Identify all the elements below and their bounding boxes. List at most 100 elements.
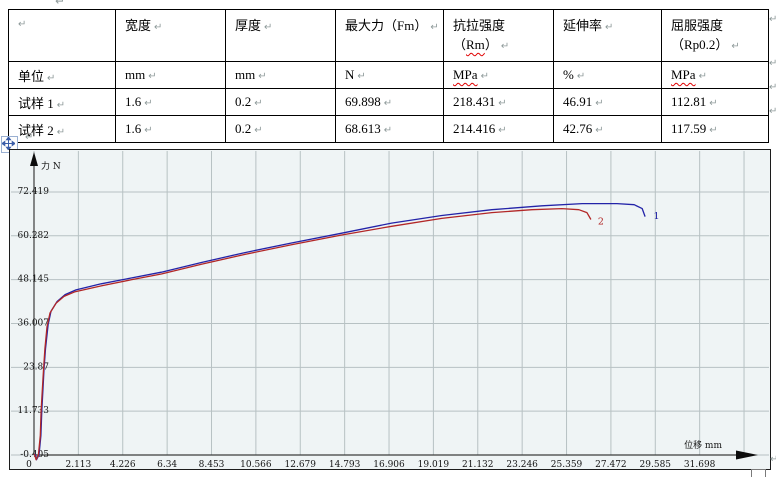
- unit-value: mm: [125, 67, 146, 82]
- curve-specimen-1: [34, 202, 646, 461]
- cell-end-mark: ↵: [498, 98, 507, 109]
- value-cell[interactable]: 68.613 ↵: [335, 115, 444, 143]
- value-cell[interactable]: 42.76 ↵: [553, 115, 662, 143]
- value-cell[interactable]: 0.2 ↵: [225, 88, 336, 116]
- value-cell[interactable]: 46.91 ↵: [553, 88, 662, 116]
- value-cell[interactable]: 214.416 ↵: [443, 115, 554, 143]
- paren: （: [453, 37, 467, 52]
- x-tick-label: 2.113: [65, 460, 91, 469]
- cell-end-mark: ↵: [56, 126, 66, 138]
- unit-value: %: [563, 67, 574, 82]
- y-axis-title: 力 N: [41, 160, 61, 172]
- unit-value: MPa: [453, 67, 478, 82]
- cell-end-mark: ↵: [254, 125, 263, 136]
- table-header-row: ↵ 宽度 ↵ 厚度 ↵ 最大力（Fm） ↵ 抗拉强度 （Rm） ↵ 延伸率 ↵ 屈服强度 …: [8, 9, 769, 62]
- x-tick-label: 23.246: [506, 460, 538, 469]
- paragraph-mark: ↵: [25, 132, 34, 143]
- cell-value: 0.2: [235, 121, 252, 136]
- header-cell-elongation[interactable]: 延伸率 ↵: [553, 9, 662, 62]
- y-tick-label: 11.733: [18, 406, 50, 416]
- cell-value: 117.59: [671, 121, 707, 136]
- y-tick-label: 60.282: [18, 231, 50, 241]
- row-end-mark: ↵: [769, 14, 776, 25]
- x-tick-label: 16.906: [373, 460, 405, 469]
- unit-cell-thickness[interactable]: mm ↵: [225, 61, 336, 89]
- cell-value: 112.81: [671, 94, 707, 109]
- unit-value: N: [345, 67, 355, 82]
- unit-cell-yield[interactable]: MPa ↵: [661, 61, 769, 89]
- row-label-cell[interactable]: 试样 1 ↵: [8, 88, 116, 116]
- value-cell[interactable]: 218.431 ↵: [443, 88, 554, 116]
- header-cell-thickness[interactable]: 厚度 ↵: [225, 9, 336, 62]
- x-tick-label: 10.566: [240, 460, 272, 469]
- row-label-cell[interactable]: 单位 ↵: [8, 61, 116, 89]
- cell-end-mark: ↵: [383, 125, 393, 136]
- header-cell-blank[interactable]: ↵: [8, 9, 116, 62]
- header-label: 最大力（Fm）: [345, 18, 428, 33]
- header-label: 宽度: [125, 18, 152, 33]
- paragraph-mark: ↵: [55, 0, 66, 8]
- header-cell-tensile-strength[interactable]: 抗拉强度 （Rm） ↵: [443, 9, 554, 62]
- row-label: 试样 2: [18, 122, 54, 138]
- x-axis-title: 位移 mm: [684, 439, 722, 451]
- force-displacement-chart[interactable]: 72.419 60.282 48.145 36.007 23.87 11.733 -0.40…: [9, 149, 771, 470]
- cell-end-mark: ↵: [154, 22, 163, 33]
- header-cell-width[interactable]: 宽度 ↵: [115, 9, 226, 62]
- unit-cell-tensile[interactable]: MPa ↵: [443, 61, 554, 89]
- cell-value: 0.2: [235, 94, 252, 109]
- y-tick-label: 23.87: [23, 362, 49, 372]
- table-row-specimen-2: 试样 2 ↵ 1.6 ↵ 0.2 ↵ 68.613 ↵ 214.416 ↵ 42.76 ↵ …: [8, 115, 769, 143]
- value-cell[interactable]: 1.6 ↵: [115, 88, 226, 116]
- x-tick-label: 8.453: [199, 460, 225, 469]
- results-table: ↵ 宽度 ↵ 厚度 ↵ 最大力（Fm） ↵ 抗拉强度 （Rm） ↵ 延伸率 ↵ 屈服强度 …: [8, 9, 769, 143]
- x-tick-label: 21.132: [462, 460, 494, 469]
- y-tick-label: 48.145: [18, 275, 50, 285]
- object-move-handle-icon[interactable]: [1, 136, 18, 153]
- header-code-rm: Rm: [466, 37, 485, 52]
- x-tick-label: 31.698: [684, 460, 716, 469]
- x-tick-label: 4.226: [110, 460, 136, 469]
- value-cell[interactable]: 112.81 ↵: [661, 88, 769, 116]
- unit-cell-elongation[interactable]: % ↵: [553, 61, 662, 89]
- cell-end-mark: ↵: [254, 98, 263, 109]
- unit-value: MPa: [671, 67, 696, 82]
- table-row-units: 单位 ↵ mm ↵ mm ↵ N ↵ MPa ↵ % ↵ MPa ↵: [8, 61, 769, 89]
- header-cell-yield-strength[interactable]: 屈服强度 （Rp0.2） ↵: [661, 9, 769, 62]
- paragraph-mark: ↵: [770, 454, 776, 465]
- curve-label-1: 1: [654, 211, 660, 222]
- row-end-mark: ↵: [769, 106, 776, 117]
- unit-cell-max-force[interactable]: N ↵: [335, 61, 444, 89]
- cell-end-mark: ↵: [148, 71, 157, 82]
- cell-end-mark: ↵: [144, 125, 153, 136]
- table-row-specimen-1: 试样 1 ↵ 1.6 ↵ 0.2 ↵ 69.898 ↵ 218.431 ↵ 46.91 ↵ …: [8, 88, 769, 116]
- cell-end-mark: ↵: [258, 71, 267, 82]
- cell-end-mark: ↵: [56, 99, 66, 111]
- cell-end-mark: ↵: [576, 71, 586, 82]
- header-cell-max-force[interactable]: 最大力（Fm） ↵: [335, 9, 444, 62]
- value-cell[interactable]: 117.59 ↵: [661, 115, 769, 143]
- paren: ）: [484, 37, 498, 52]
- cell-end-mark: ↵: [430, 22, 439, 33]
- value-cell[interactable]: 0.2 ↵: [225, 115, 336, 143]
- cell-value: 46.91: [563, 94, 593, 109]
- x-tick-label: 29.585: [640, 460, 672, 469]
- y-tick-label: 36.007: [18, 318, 50, 328]
- cell-end-mark: ↵: [357, 71, 366, 82]
- cell-end-mark: ↵: [731, 41, 740, 52]
- x-tick-label: 19.019: [418, 460, 450, 469]
- cell-end-mark: ↵: [595, 125, 604, 136]
- unit-cell-width[interactable]: mm ↵: [115, 61, 226, 89]
- value-cell[interactable]: 1.6 ↵: [115, 115, 226, 143]
- row-label: 试样 1: [18, 95, 54, 111]
- x-axis-arrow-icon: [736, 450, 758, 460]
- row-label-cell[interactable]: 试样 2 ↵: [8, 115, 116, 143]
- cell-end-mark: ↵: [500, 41, 510, 52]
- x-tick-label: 12.679: [285, 460, 317, 469]
- curve-label-2: 2: [598, 217, 604, 228]
- x-tick-label: 6.34: [157, 460, 177, 469]
- value-cell[interactable]: 69.898 ↵: [335, 88, 444, 116]
- header-label: （Rp0.2）: [671, 37, 729, 52]
- cell-end-mark: ↵: [709, 125, 718, 136]
- cell-end-mark: ↵: [383, 98, 393, 109]
